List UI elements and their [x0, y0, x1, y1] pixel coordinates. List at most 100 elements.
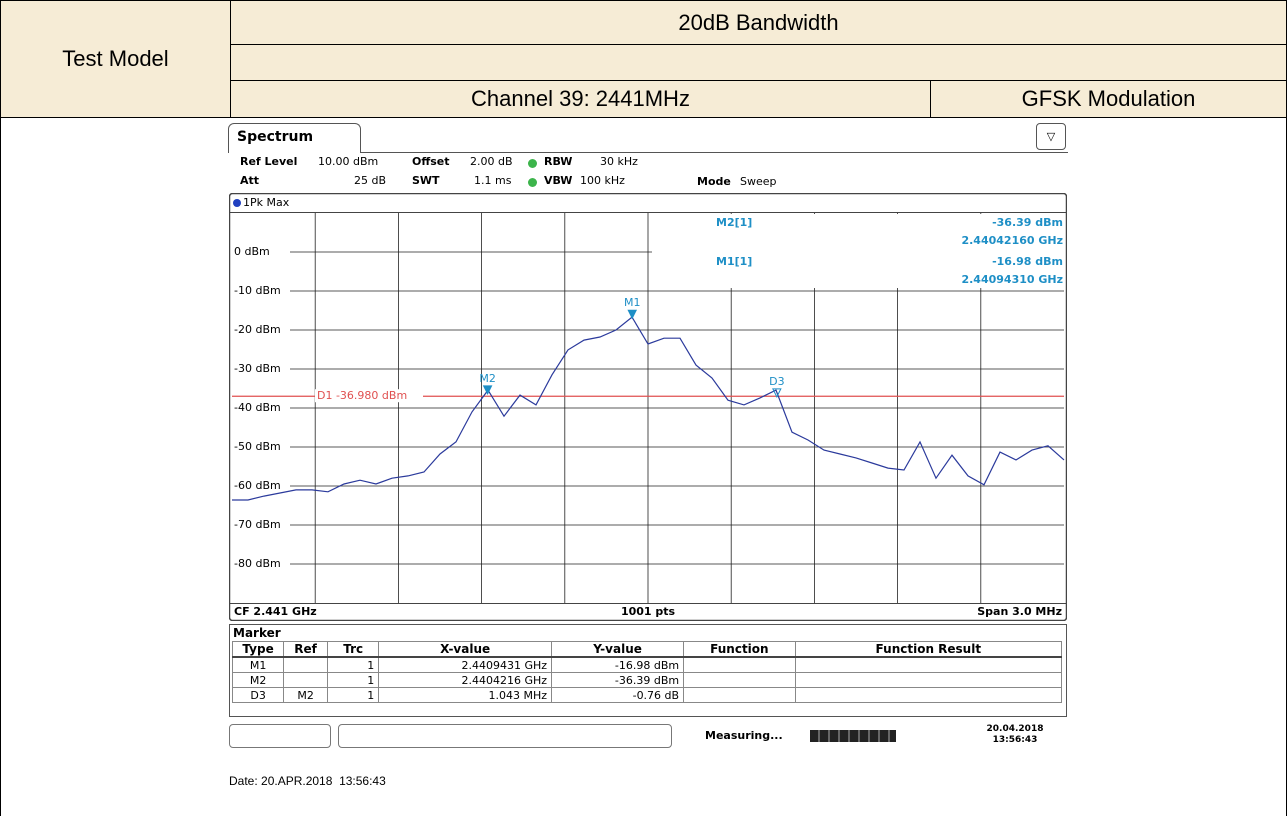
- table-row: D3 M2 1 1.043 MHz -0.76 dB: [231, 687, 1063, 703]
- trace: [232, 316, 1065, 501]
- channel-cell: Channel 39: 2441MHz: [230, 80, 931, 118]
- table-cell: Y-value: [551, 641, 685, 658]
- setting-label: VBW: [544, 174, 573, 187]
- table-cell: 1: [327, 656, 380, 673]
- marker-info-bg: [652, 214, 1064, 288]
- table-cell: [683, 687, 796, 703]
- status-box: [229, 724, 331, 748]
- marker: [482, 385, 493, 396]
- setting-value: 1.1 ms: [474, 174, 512, 187]
- table-cell: [283, 656, 329, 673]
- tick-label-bg: [232, 401, 290, 415]
- setting-value: 10.00 dBm: [318, 155, 379, 168]
- setting-label: SWT: [412, 174, 440, 187]
- y-tick-label: 0 dBm: [234, 245, 270, 258]
- table-cell: 1: [327, 687, 380, 703]
- tick-label-bg: [232, 557, 290, 571]
- indicator-dot: [528, 159, 537, 168]
- setting-value: 25 dB: [354, 174, 387, 187]
- setting-value: 30 kHz: [600, 155, 638, 168]
- table-cell: [794, 687, 1063, 703]
- test-model: Test Model: [62, 46, 169, 71]
- setting-label: Offset: [412, 155, 450, 168]
- footer-points: 1001 pts: [621, 605, 676, 618]
- trace-label: 1Pk Max: [243, 196, 290, 209]
- footer-cf: CF 2.441 GHz: [234, 605, 317, 618]
- marker-panel: Marker Type Ref Trc X-value Y-value Function F…: [229, 624, 1067, 717]
- trace-dot: [233, 199, 241, 207]
- setting-value: 100 kHz: [580, 174, 625, 187]
- display-label-bg: [315, 389, 423, 403]
- table-cell: [283, 672, 329, 688]
- tick-label-bg: [232, 284, 290, 298]
- footer-span: Span 3.0 MHz: [977, 605, 1062, 618]
- table-cell: -36.39 dBm: [551, 672, 685, 688]
- channel: Channel 39: 2441MHz: [471, 86, 690, 111]
- setting-label: Ref Level: [240, 155, 298, 168]
- table-cell: Function Result: [794, 641, 1063, 658]
- table-cell: -16.98 dBm: [551, 656, 685, 673]
- y-tick-label: -20 dBm: [234, 323, 281, 336]
- tick-label-bg: [232, 323, 290, 337]
- table-cell: [683, 672, 796, 688]
- tab-line: [361, 152, 1068, 153]
- progress-bar: [810, 730, 896, 742]
- marker-info-name: M2[1]: [716, 216, 752, 229]
- modulation-cell: GFSK Modulation: [930, 80, 1287, 118]
- table-cell: Type: [231, 641, 285, 658]
- table-cell: Ref: [283, 641, 329, 658]
- title-cell: 20dB Bandwidth: [230, 0, 1287, 45]
- marker-label: D3: [769, 375, 784, 388]
- title: 20dB Bandwidth: [678, 9, 839, 35]
- table-cell: 1: [327, 672, 380, 688]
- y-tick-label: -40 dBm: [234, 401, 281, 414]
- marker-info-freq: 2.44042160 GHz: [961, 234, 1063, 247]
- table-cell: M2: [283, 687, 329, 703]
- table-cell: D3: [231, 687, 285, 703]
- y-tick-label: -60 dBm: [234, 479, 281, 492]
- test-model-cell: Test Model: [0, 0, 231, 118]
- table-cell: 1.043 MHz: [378, 687, 553, 703]
- status-text: Measuring...: [705, 729, 783, 742]
- menu-icon: ▽: [1036, 123, 1066, 150]
- status-time: 13:56:43: [992, 735, 1038, 745]
- table-cell: X-value: [378, 641, 553, 658]
- marker-label: M2: [479, 372, 496, 385]
- setting-label: Att: [240, 174, 260, 187]
- setting-value: Sweep: [740, 175, 777, 188]
- indicator-dot: [528, 178, 537, 187]
- setting-value: 2.00 dB: [470, 155, 513, 168]
- display-line-label: D1 -36.980 dBm: [317, 389, 407, 402]
- table-cell: Trc: [327, 641, 380, 658]
- table-cell: Function: [683, 641, 796, 658]
- marker-info-level: -16.98 dBm: [992, 255, 1063, 268]
- status-box: [338, 724, 672, 748]
- marker-title: Marker: [233, 626, 281, 640]
- table-cell: 2.4404216 GHz: [378, 672, 553, 688]
- modulation: GFSK Modulation: [1021, 86, 1196, 111]
- y-tick-label: -30 dBm: [234, 362, 281, 375]
- spectrum-plot: 1Pk Max 0 dBm -10 dBm -20 dBm -30 dBm -40 dBm…: [229, 193, 1067, 621]
- table-cell: [683, 656, 796, 673]
- marker: [772, 388, 782, 399]
- tick-label-bg: [232, 245, 290, 259]
- table-row: Type Ref Trc X-value Y-value Function Function…: [231, 641, 1063, 658]
- tick-label-bg: [232, 518, 290, 532]
- marker: [627, 309, 638, 320]
- table-cell: 2.4409431 GHz: [378, 656, 553, 673]
- table-cell: [794, 656, 1063, 673]
- marker-table: Type Ref Trc X-value Y-value Function Function…: [231, 641, 1063, 703]
- y-tick-label: -80 dBm: [234, 557, 281, 570]
- table-cell: M2: [231, 672, 285, 688]
- table-cell: M1: [231, 656, 285, 673]
- marker-label: M1: [624, 296, 641, 309]
- marker-info-freq: 2.44094310 GHz: [961, 273, 1063, 286]
- y-tick-label: -70 dBm: [234, 518, 281, 531]
- date-line: Date: 20.APR.2018 13:56:43: [229, 774, 386, 788]
- marker-info-name: M1[1]: [716, 255, 752, 268]
- setting-label: Mode: [697, 175, 731, 188]
- marker-info-level: -36.39 dBm: [992, 216, 1063, 229]
- tick-label-bg: [232, 362, 290, 376]
- table-row: M1 1 2.4409431 GHz -16.98 dBm: [231, 656, 1063, 673]
